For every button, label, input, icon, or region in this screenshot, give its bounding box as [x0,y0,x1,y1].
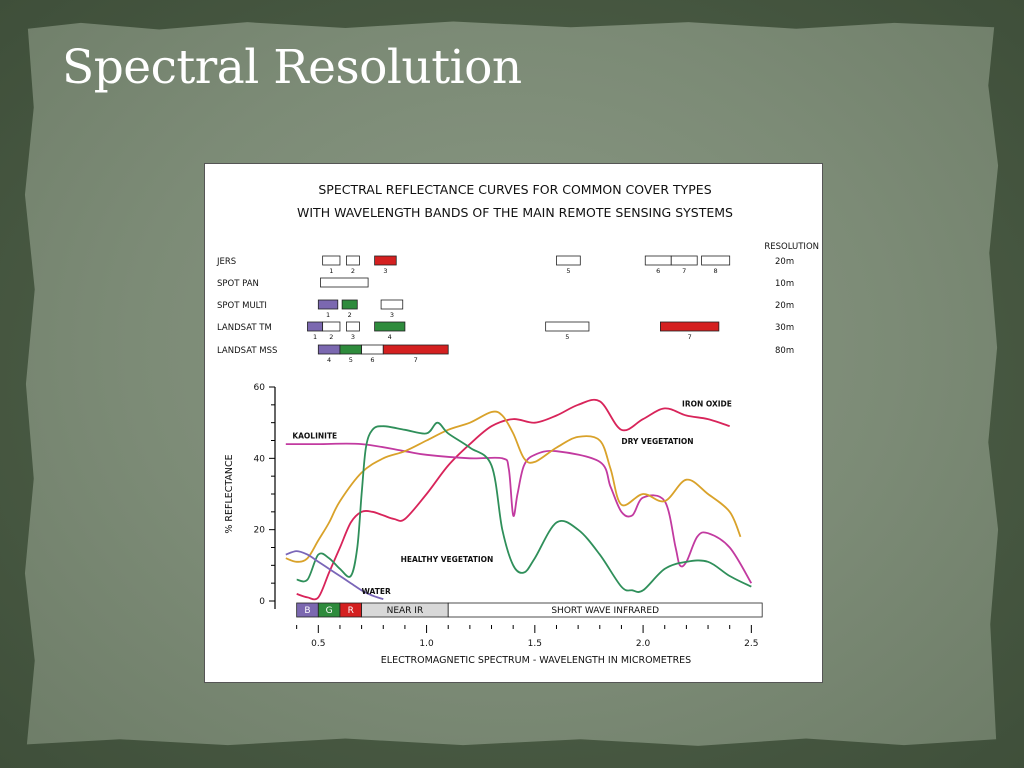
series-line-dry-vegetation [285,410,742,563]
x-tick-label: 1.0 [419,639,434,649]
sensor-band [670,255,698,266]
sensor-band [320,277,369,288]
chart-axes: 0 20 40 60 0.5 1.0 1.5 2.0 2.5 [254,383,759,649]
chart-series: IRON OXIDE KAOLINITE DRY VEGETATION HEALTHY… [285,398,753,601]
sensor-band-label: 3 [351,333,355,341]
y-tick-label: 60 [254,383,266,393]
sensor-band [307,321,324,332]
series-line-water [285,550,384,601]
sensor-bands: RESOLUTION JERS 20m 1 2 3 5 6 7 8 SPOT PAN 10m SPOT … [216,242,819,364]
sensor-band-label: 7 [682,267,686,275]
sensor-band-label: 3 [383,267,387,275]
series-label: DRY VEGETATION [621,437,693,446]
y-tick-label: 40 [254,454,266,464]
spectrum-segment [447,602,763,618]
sensor-band [380,299,404,310]
spectrum-segment-label: SHORT WAVE INFRARED [551,606,659,616]
y-tick-label: 20 [254,526,266,536]
reflectance-chart: SPECTRAL REFLECTANCE CURVES FOR COMMON C… [216,182,819,666]
sensor-band [374,321,406,332]
resolution-header: RESOLUTION [764,242,819,252]
sensor-band-label: 5 [565,333,569,341]
sensor-band [346,255,360,266]
sensor-band-label: 7 [414,356,418,364]
sensor-band-label: 1 [313,333,317,341]
sensor-band-label: 6 [656,267,660,275]
sensor-band [701,255,731,266]
sensor-band-label: 5 [349,356,353,364]
sensor-band-label: 7 [688,333,692,341]
sensor-band-label: 1 [326,311,330,319]
sensor-band-label: 2 [329,333,333,341]
sensor-band [556,255,581,266]
sensor-band-label: 8 [714,267,718,275]
sensor-band [382,344,449,355]
sensor-name: LANDSAT MSS [217,346,277,356]
sensor-band-label: 3 [390,311,394,319]
sensor-resolution: 20m [775,301,794,311]
sensor-band [322,255,341,266]
sensor-band [322,321,341,332]
x-tick-label: 2.5 [744,639,758,649]
sensor-resolution: 20m [775,257,794,267]
spectrum-segment-label: NEAR IR [387,606,424,616]
slide-title: Spectral Resolution [62,40,522,95]
sensor-band [346,321,360,332]
x-tick-label: 0.5 [311,639,325,649]
spectrum-bar: B G R NEAR IR SHORT WAVE INFRARED [296,602,763,618]
x-tick-label: 1.5 [528,639,542,649]
chart-figure: SPECTRAL REFLECTANCE CURVES FOR COMMON C… [204,163,823,683]
chart-title-line2: WITH WAVELENGTH BANDS OF THE MAIN REMOTE… [297,205,733,220]
x-tick-label: 2.0 [636,639,651,649]
sensor-band [374,255,397,266]
sensor-band-label: 2 [351,267,355,275]
series-label: KAOLINITE [292,432,337,441]
series-line-healthy-vegetation [296,421,752,593]
series-label: IRON OXIDE [682,400,732,409]
sensor-band [317,344,341,355]
sensor-name: LANDSAT TM [217,323,272,333]
sensor-band-label: 4 [388,333,392,341]
sensor-band [644,255,672,266]
sensor-name: SPOT MULTI [217,301,267,311]
x-axis-label: ELECTROMAGNETIC SPECTRUM - WAVELENGTH IN… [381,655,691,666]
sensor-name: JERS [216,257,236,267]
spectrum-segment-label: B [304,606,310,616]
sensor-band [361,344,384,355]
sensor-band [545,321,590,332]
sensor-band-label: 4 [327,356,331,364]
sensor-band [660,321,720,332]
sensor-resolution: 10m [775,279,794,289]
sensor-band-label: 1 [329,267,333,275]
series-line-kaolinite [285,442,753,584]
sensor-resolution: 80m [775,346,794,356]
series-line-iron-oxide [296,398,730,601]
sensor-band-label: 6 [370,356,374,364]
series-label: HEALTHY VEGETATION [401,555,494,564]
series-label: WATER [362,587,391,596]
y-axis-label: % REFLECTANCE [224,454,235,533]
sensor-band-label: 2 [348,311,352,319]
spectrum-segment-label: R [348,606,354,616]
chart-title-line1: SPECTRAL REFLECTANCE CURVES FOR COMMON C… [318,182,711,197]
y-tick-label: 0 [259,597,265,607]
sensor-name: SPOT PAN [217,279,259,289]
spectrum-segment-label: G [326,606,333,616]
sensor-band [317,299,339,310]
sensor-band [339,344,363,355]
sensor-resolution: 30m [775,323,794,333]
sensor-band-label: 5 [566,267,570,275]
sensor-band [341,299,358,310]
